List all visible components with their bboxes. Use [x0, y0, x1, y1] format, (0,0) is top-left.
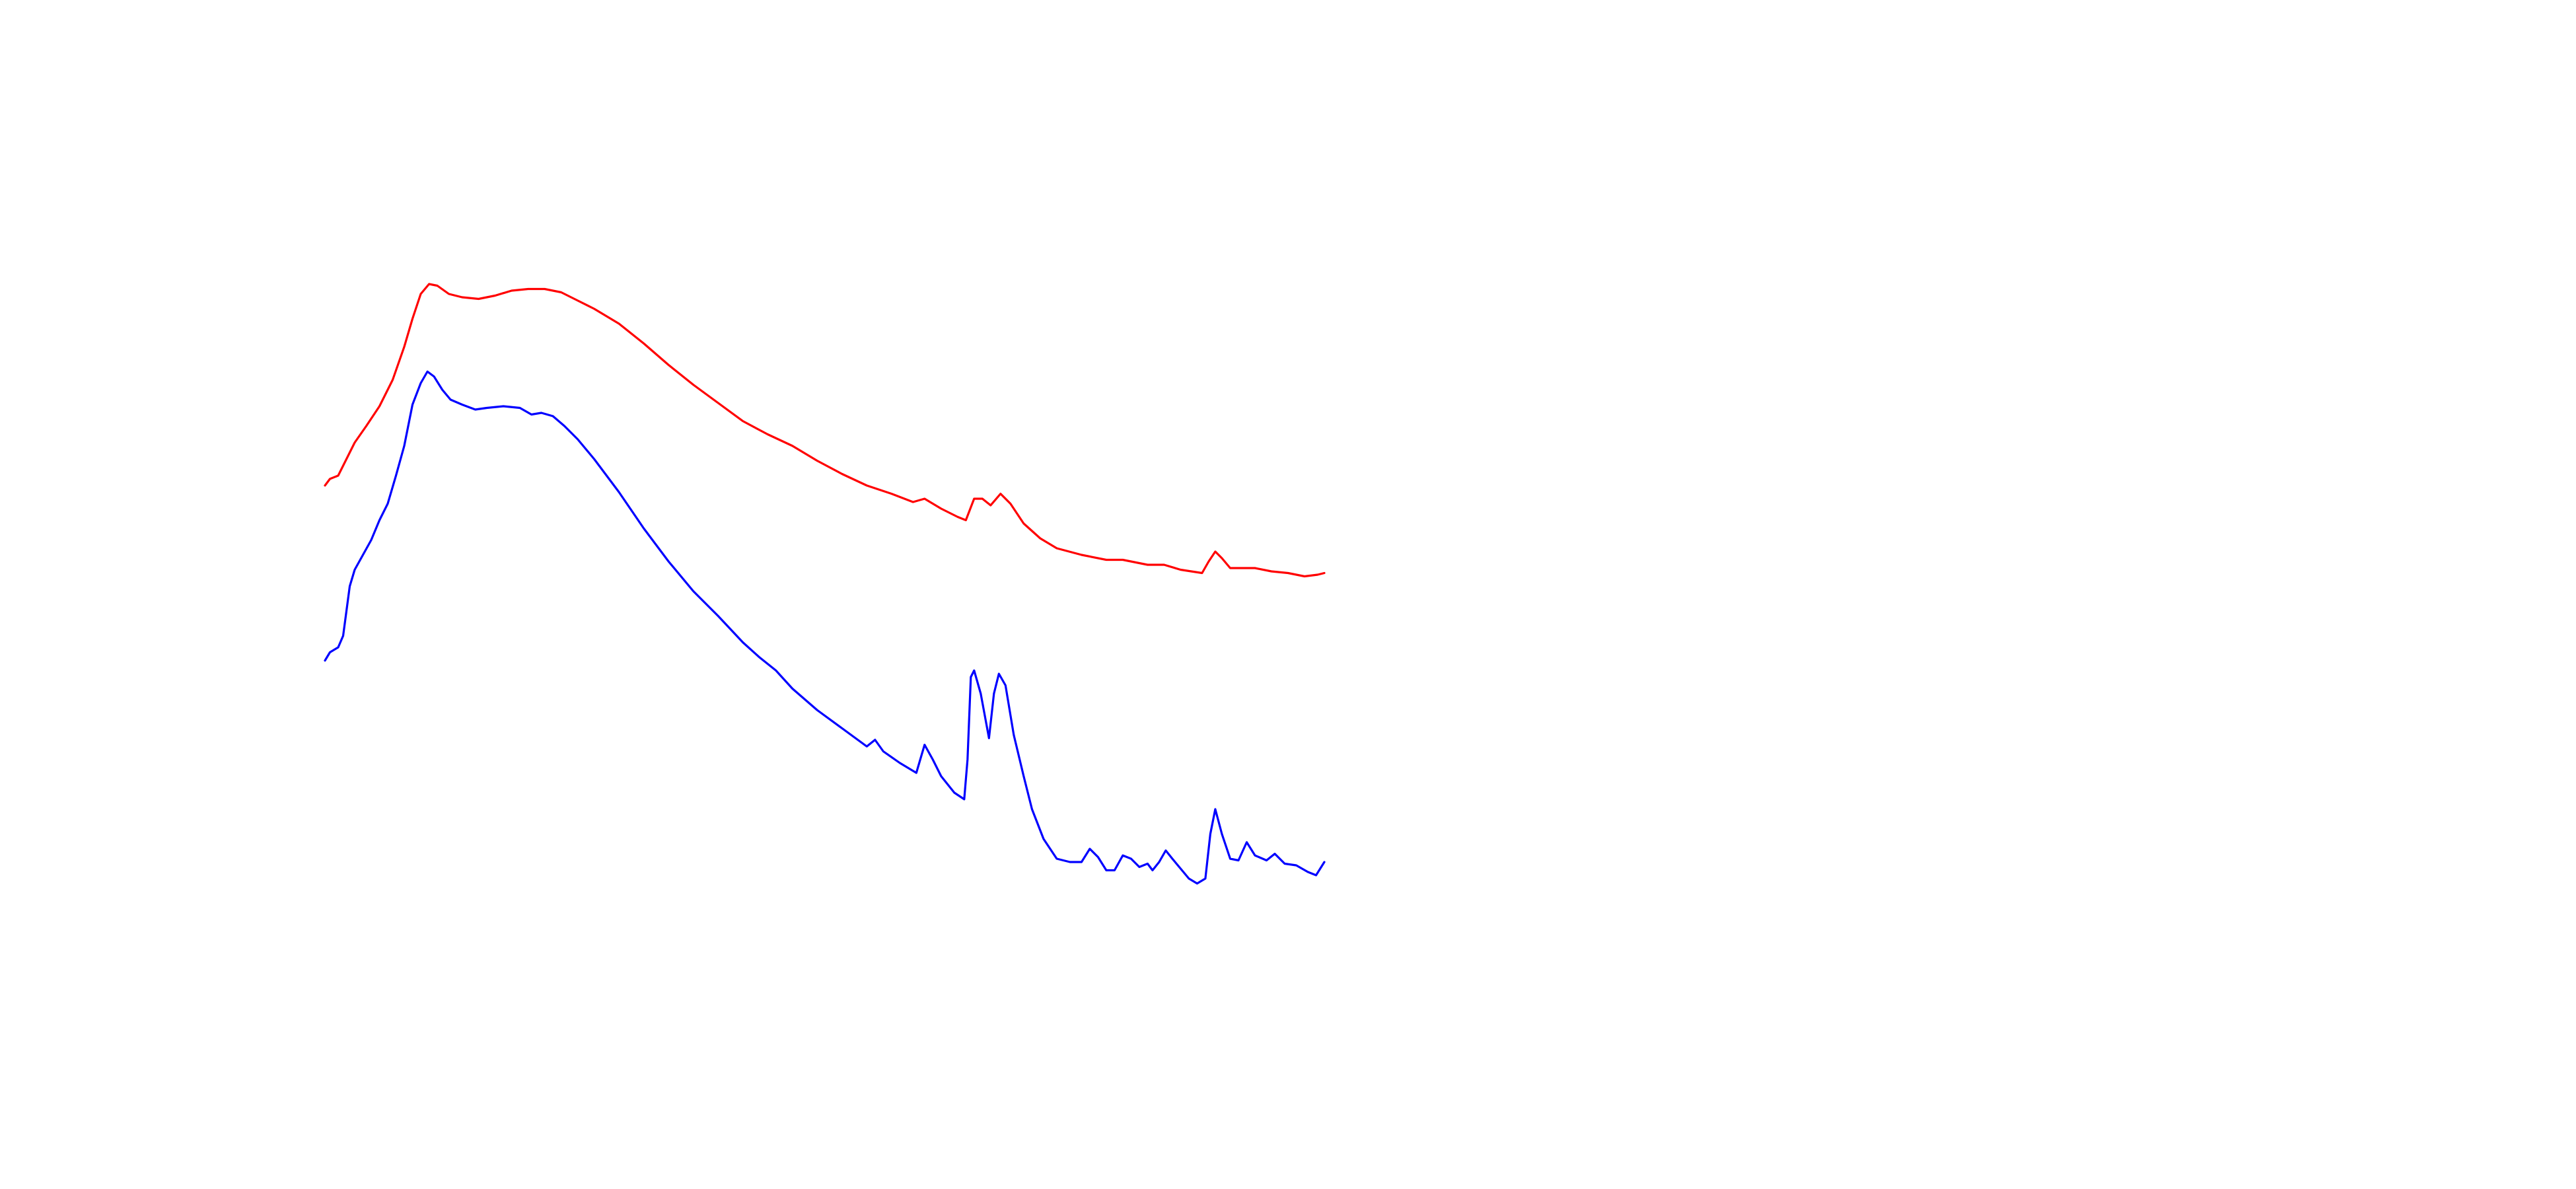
data-line [324, 370, 1326, 885]
data-line [324, 283, 1326, 578]
